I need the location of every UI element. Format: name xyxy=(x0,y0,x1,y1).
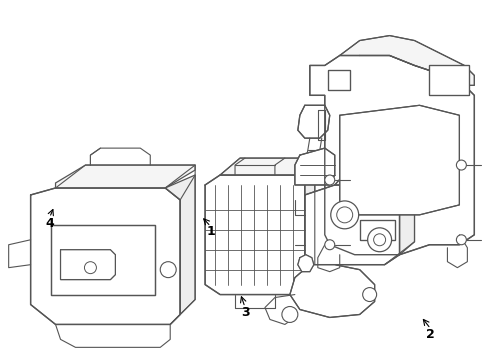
Polygon shape xyxy=(220,158,315,175)
Polygon shape xyxy=(50,225,155,294)
Polygon shape xyxy=(205,175,305,294)
Circle shape xyxy=(160,262,176,278)
Circle shape xyxy=(337,207,353,223)
Circle shape xyxy=(456,235,466,245)
Polygon shape xyxy=(61,250,115,280)
Circle shape xyxy=(84,262,97,274)
Text: 3: 3 xyxy=(241,306,249,319)
Circle shape xyxy=(325,175,335,185)
Polygon shape xyxy=(305,185,399,265)
Polygon shape xyxy=(298,105,330,138)
Polygon shape xyxy=(165,175,195,315)
Text: 2: 2 xyxy=(426,328,435,341)
Polygon shape xyxy=(55,165,195,188)
Text: 4: 4 xyxy=(45,216,54,230)
Polygon shape xyxy=(295,148,335,185)
Text: 1: 1 xyxy=(206,225,215,238)
Polygon shape xyxy=(340,105,460,215)
Polygon shape xyxy=(429,66,469,95)
Polygon shape xyxy=(340,36,474,85)
Circle shape xyxy=(456,160,466,170)
Polygon shape xyxy=(385,172,415,255)
Circle shape xyxy=(363,288,377,302)
Circle shape xyxy=(331,201,359,229)
Circle shape xyxy=(325,240,335,250)
Polygon shape xyxy=(298,255,314,272)
Polygon shape xyxy=(295,158,315,285)
Polygon shape xyxy=(310,55,474,255)
Polygon shape xyxy=(290,265,375,318)
Circle shape xyxy=(368,228,392,252)
Circle shape xyxy=(282,306,298,323)
Circle shape xyxy=(374,234,386,246)
Polygon shape xyxy=(328,71,350,90)
Polygon shape xyxy=(30,188,180,324)
Polygon shape xyxy=(360,220,394,240)
Polygon shape xyxy=(335,168,399,185)
